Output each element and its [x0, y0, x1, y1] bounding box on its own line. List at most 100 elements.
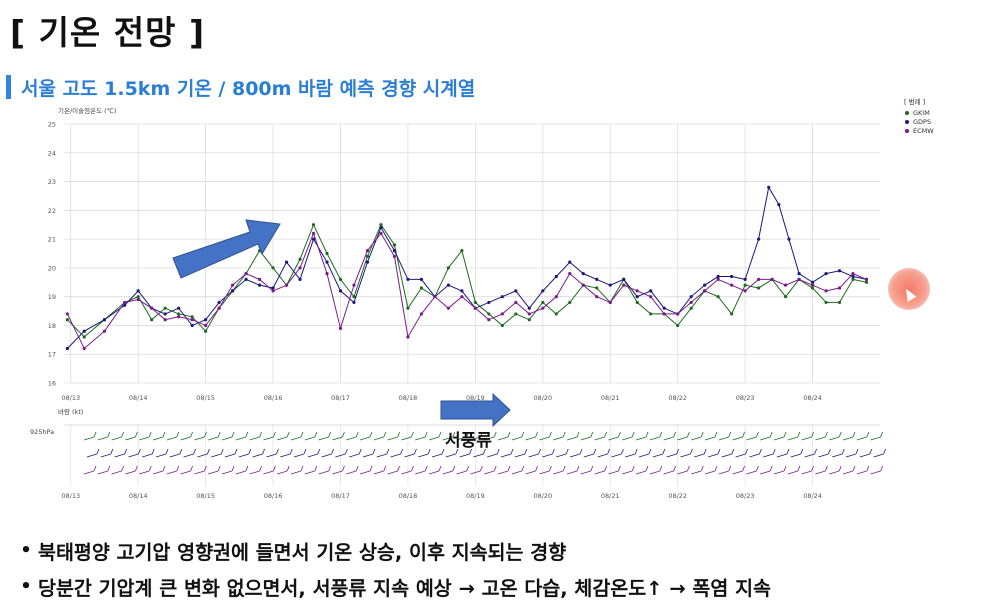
- data-point: [338, 289, 343, 293]
- section-heading: 서울 고도 1.5km 기온 / 800m 바람 예측 경향 시계열: [6, 74, 475, 100]
- data-point: [379, 223, 383, 227]
- wind-barb: [125, 465, 138, 475]
- wind-barb: [194, 431, 207, 441]
- wind-barb: [500, 448, 514, 458]
- data-point: [406, 277, 410, 281]
- y-tick-label: 22: [48, 207, 56, 215]
- wind-barb: [760, 431, 773, 441]
- wind-barb: [787, 465, 801, 475]
- bullet-dot-icon: •: [20, 539, 32, 561]
- wind-barb: [707, 448, 721, 458]
- wind-axis-label: 바람 (kt): [58, 407, 83, 416]
- y-tick-label: 16: [48, 380, 56, 388]
- wind-barb: [832, 448, 845, 458]
- wind-barb: [111, 431, 124, 441]
- wind-barb: [428, 431, 442, 441]
- wind-barb: [525, 431, 538, 441]
- legend-entry: GKIM: [913, 109, 930, 117]
- wind-barb: [401, 431, 414, 441]
- wind-barb: [649, 431, 663, 441]
- wind-barb: [142, 448, 155, 458]
- wind-barb: [221, 431, 235, 441]
- data-point: [595, 295, 599, 299]
- wind-barb: [83, 465, 97, 475]
- wind-barb: [128, 448, 141, 458]
- data-point: [392, 249, 397, 253]
- wind-barb: [197, 448, 210, 458]
- bullet-text: 당분간 기압계 큰 변화 없으면서, 서풍류 지속 예상 → 고온 다습, 체감…: [38, 576, 771, 600]
- data-point: [541, 306, 545, 310]
- data-point: [325, 251, 329, 256]
- wind-x-tick-label: 08/15: [196, 492, 215, 500]
- data-point: [65, 346, 69, 351]
- y-tick-label: 21: [48, 236, 56, 244]
- wind-barb: [666, 448, 679, 458]
- data-point: [230, 283, 235, 287]
- wind-barb: [139, 465, 152, 475]
- data-point: [271, 289, 275, 293]
- data-point: [446, 306, 450, 310]
- data-point: [797, 272, 801, 276]
- wind-barb: [277, 465, 290, 475]
- wind-barb: [801, 465, 814, 475]
- wind-barb: [539, 431, 552, 441]
- data-point: [770, 277, 774, 281]
- wind-barb: [484, 431, 497, 441]
- data-point: [635, 289, 639, 293]
- data-point: [716, 274, 720, 279]
- data-point: [837, 269, 842, 273]
- data-point: [649, 289, 653, 293]
- section-title: 서울 고도 1.5km 기온 / 800m 바람 예측 경향 시계열: [21, 77, 476, 100]
- wind-barb: [497, 431, 511, 441]
- data-point: [608, 283, 612, 287]
- data-point: [65, 312, 69, 316]
- wind-barb: [304, 431, 318, 441]
- wind-barb: [332, 465, 345, 475]
- data-point: [325, 260, 329, 264]
- data-point: [284, 283, 289, 287]
- data-point: [177, 315, 181, 319]
- wind-barb: [542, 448, 555, 458]
- data-point: [757, 286, 761, 290]
- westerly-arrow: [440, 392, 511, 428]
- data-point: [217, 300, 221, 305]
- data-point: [244, 277, 248, 281]
- wind-barb: [249, 431, 262, 441]
- data-point: [204, 323, 208, 328]
- wind-barb: [359, 465, 373, 475]
- data-point: [730, 283, 734, 287]
- bullet-item: • 북태평양 고기압 영향권에 들면서 기온 상승, 이후 지속되는 경향: [14, 532, 979, 568]
- wind-barbs: [83, 431, 886, 475]
- data-point: [824, 300, 828, 305]
- data-point: [460, 289, 464, 293]
- data-point: [473, 306, 477, 310]
- wind-barb: [263, 465, 276, 475]
- data-point: [716, 295, 720, 299]
- wind-barb: [415, 465, 428, 475]
- wind-barb: [566, 431, 580, 441]
- trend-arrow: [172, 219, 281, 279]
- data-point: [703, 289, 707, 293]
- wind-barb: [125, 431, 138, 441]
- data-point: [271, 266, 275, 270]
- data-point: [783, 295, 788, 299]
- data-point: [257, 283, 262, 287]
- wind-barb: [677, 431, 690, 441]
- wind-barb: [760, 465, 773, 475]
- wind-barb: [152, 465, 166, 475]
- wind-x-tick-label: 08/14: [129, 492, 148, 500]
- data-point: [689, 295, 693, 299]
- data-point: [595, 277, 599, 281]
- wind-barb: [873, 448, 886, 458]
- data-point: [352, 295, 356, 299]
- data-point: [541, 289, 545, 293]
- wind-barb: [801, 431, 814, 441]
- wind-barb: [870, 431, 883, 441]
- data-point: [824, 289, 828, 293]
- data-point: [500, 295, 504, 299]
- x-tick-label: 08/14: [129, 394, 148, 402]
- wind-barb: [691, 431, 704, 441]
- wind-x-tick-label: 08/19: [466, 492, 485, 500]
- data-point: [150, 306, 154, 310]
- wind-barb: [346, 465, 359, 475]
